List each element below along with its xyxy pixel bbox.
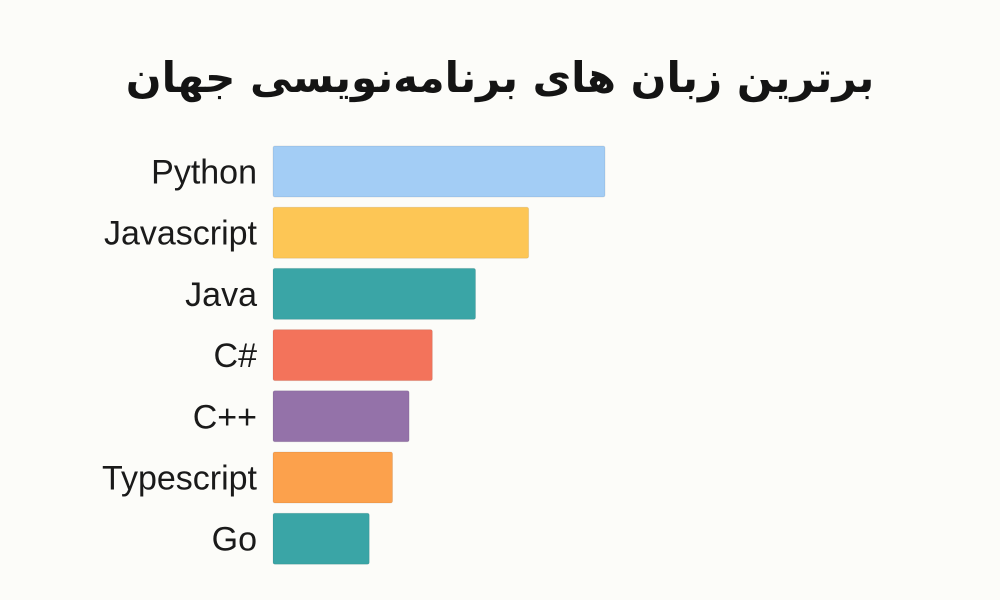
bar-python xyxy=(272,145,606,198)
bar-java xyxy=(272,267,477,320)
category-labels-group: Python Javascript Java C# C++ Typescript Go xyxy=(102,154,257,559)
bar-c- xyxy=(272,329,433,382)
bar-c- xyxy=(272,390,410,443)
bar-go xyxy=(272,512,370,565)
chart-title: برترین زبان های برنامه‌نویسی جهان xyxy=(125,53,875,102)
category-label: C# xyxy=(214,337,258,375)
category-label: Go xyxy=(212,521,257,559)
category-label: Typescript xyxy=(102,460,257,498)
bar-javascript xyxy=(272,206,530,259)
bars-group xyxy=(272,145,606,565)
bar-typescript xyxy=(272,451,394,504)
category-label: Javascript xyxy=(104,215,258,253)
category-label: C++ xyxy=(193,398,257,436)
category-label: Java xyxy=(185,276,257,314)
category-label: Python xyxy=(151,154,257,192)
